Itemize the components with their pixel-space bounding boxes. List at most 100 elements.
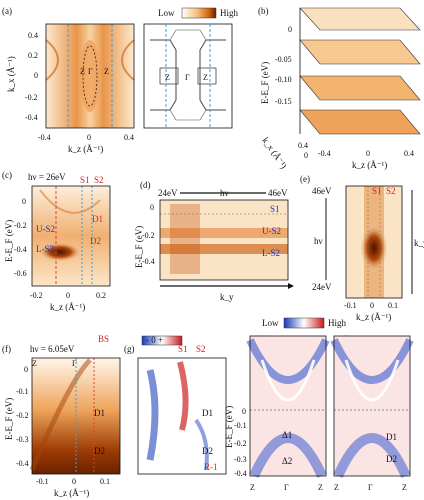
panel-c-xtick-2: 0.2 [96,291,106,300]
panel-e-s1: S1 [372,186,382,196]
panel-a-bz-schematic [143,23,233,129]
panel-f-xtick-2: 0.1 [100,477,110,486]
panel-c-l-s2: L-S2 [36,244,54,254]
panel-c-s1: S1 [80,175,90,185]
panel-i-d2: D2 [386,454,397,464]
panel-a-ytick-4: -0.4 [25,113,38,122]
panel-c-map [31,185,111,287]
panel-b-stack [299,7,421,135]
panel-e-ylabel: k_y [414,238,424,248]
panel-d-ytick-1: -0.2 [142,231,155,240]
panel-i-xtick-1: Γ [368,483,373,492]
panel-d-l-s2: L-S2 [262,248,280,258]
panel-f-ytick-4: -0.4 [16,459,29,468]
panel-f-xtick-1: 0 [72,477,76,486]
panel-c-xlabel: k_z (Å⁻¹) [50,302,85,312]
bz-point-z-right: Z [203,73,208,82]
panel-i-d1: D1 [386,432,397,442]
panel-c-xtick-1: 0 [66,291,70,300]
panel-a-ytick-3: -0.2 [25,93,38,102]
panel-b-ylabel: E-E_F (eV) [260,62,270,104]
panel-h-xtick-2: Z [318,483,323,492]
panel-h-ytick-1: -0.1 [234,421,247,430]
panel-a-xtick-1: 0 [87,133,91,142]
panel-a-ytick-1: 0.2 [28,51,38,60]
panel-b-ytick-3: -0.15 [275,97,292,106]
panel-f-xtick-0: -0.1 [36,477,49,486]
panel-f-hv: hν = 6.05eV [30,344,75,354]
panel-f-xlabel: k_z (Å⁻¹) [54,488,89,498]
panel-g-s2: S2 [196,344,206,354]
panel-b-depth-tick-1: 0 [304,151,308,160]
colorbar-high-label: High [220,8,239,18]
panel-d-hv-right: 46eV [268,188,288,198]
panel-d-map [159,199,289,281]
panel-g-scale: - 0 + [146,335,163,345]
panel-g-map [137,357,227,475]
colorbar-bottom-high: High [328,318,347,328]
panel-c-ytick-3: -0.6 [14,269,27,278]
panel-h-ytick-2: -0.2 [234,439,247,448]
panel-b-ytick-1: -0.05 [275,55,292,64]
panel-e-hv-bottom: 24eV [312,282,332,292]
panel-e-xtick-1: 0 [370,301,374,310]
panel-g-s1: S1 [178,344,188,354]
panel-b-xtick-2: 0.4 [404,149,414,158]
panel-d-s1: S1 [270,204,280,214]
colorbar-bottom [283,317,325,329]
panel-e-xtick-2: 0.1 [388,301,398,310]
panel-c-d2: D2 [90,236,101,246]
panel-i-xtick-2: Z [402,483,407,492]
panel-b-xlabel: k_z (Å⁻¹) [352,160,387,170]
panel-h-delta2: Δ2 [282,456,292,466]
panel-h-ytick-0: 0 [242,407,246,416]
panel-c-u-s2: U-S2 [36,224,55,234]
panel-c-ylabel: E-E_F (eV) [4,220,14,262]
panel-g-colorbar [141,335,183,346]
panel-d-u-s2: U-S2 [262,226,281,236]
panel-e-hv: hν [314,236,323,246]
panel-e-s2: S2 [386,186,396,196]
panel-b-depth-tick-0: 0.4 [298,141,308,150]
panel-i-map [330,335,414,479]
panel-c-ytick-2: -0.4 [14,245,27,254]
panel-f-ytick-1: -0.1 [16,387,29,396]
bz-point-gamma: Γ [185,73,190,82]
panel-f-map [29,357,121,475]
panel-b-ytick-0: 0 [288,25,292,34]
panel-g-d1: D1 [202,408,213,418]
point-z-left-a: Z [80,67,85,76]
panel-i-xtick-0: Z [334,483,339,492]
bz-point-z-left: Z [165,73,170,82]
panel-d-ky-arrowhead [288,283,294,289]
colorbar-top [181,7,217,19]
panel-a-map [45,23,135,129]
panel-c-ytick-1: -0.2 [14,221,27,230]
panel-label-f: (f) [2,344,11,354]
panel-e-map [345,185,403,299]
panel-a-ylabel: k_x (Å⁻¹) [6,56,16,92]
panel-c-xtick-0: -0.2 [30,291,43,300]
panel-a-xtick-2: 0.4 [124,133,134,142]
panel-f-d1: D1 [94,408,105,418]
panel-b-ytick-2: -0.10 [275,75,292,84]
panel-h-ytick-4: -0.4 [234,469,247,478]
panel-h-delta1: Δ1 [282,430,292,440]
panel-f-point-z: Z [32,359,37,368]
panel-g-r1: R-1 [204,462,218,472]
point-gamma-a: Γ [88,67,93,76]
panel-f-ytick-0: 0 [24,365,28,374]
panel-f-ytick-2: -0.2 [16,411,29,420]
panel-label-b: (b) [258,6,269,16]
colorbar-low-label: Low [158,8,175,18]
panel-g-d2: D2 [202,446,213,456]
panel-a-xlabel: k_z (Å⁻¹) [68,144,103,154]
panel-h-ytick-3: -0.3 [234,455,247,464]
panel-f-bs: BS [98,334,109,344]
panel-e-xtick-0: -0.1 [344,301,357,310]
panel-b-depth-label: k_x (Å⁻¹) [260,135,289,170]
panel-h-map [246,335,330,479]
panel-c-d1: D1 [92,214,103,224]
panel-a-ytick-0: 0.4 [28,31,38,40]
